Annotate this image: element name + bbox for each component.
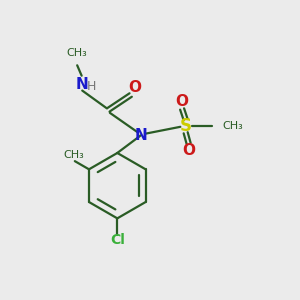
Text: N: N xyxy=(75,77,88,92)
Text: S: S xyxy=(180,117,192,135)
Text: CH₃: CH₃ xyxy=(223,121,244,131)
Text: N: N xyxy=(135,128,148,142)
Text: CH₃: CH₃ xyxy=(67,48,88,58)
Text: O: O xyxy=(129,80,142,95)
Text: O: O xyxy=(176,94,189,110)
Text: H: H xyxy=(86,80,96,94)
Text: Cl: Cl xyxy=(110,233,125,247)
Text: O: O xyxy=(182,143,195,158)
Text: CH₃: CH₃ xyxy=(63,150,84,160)
